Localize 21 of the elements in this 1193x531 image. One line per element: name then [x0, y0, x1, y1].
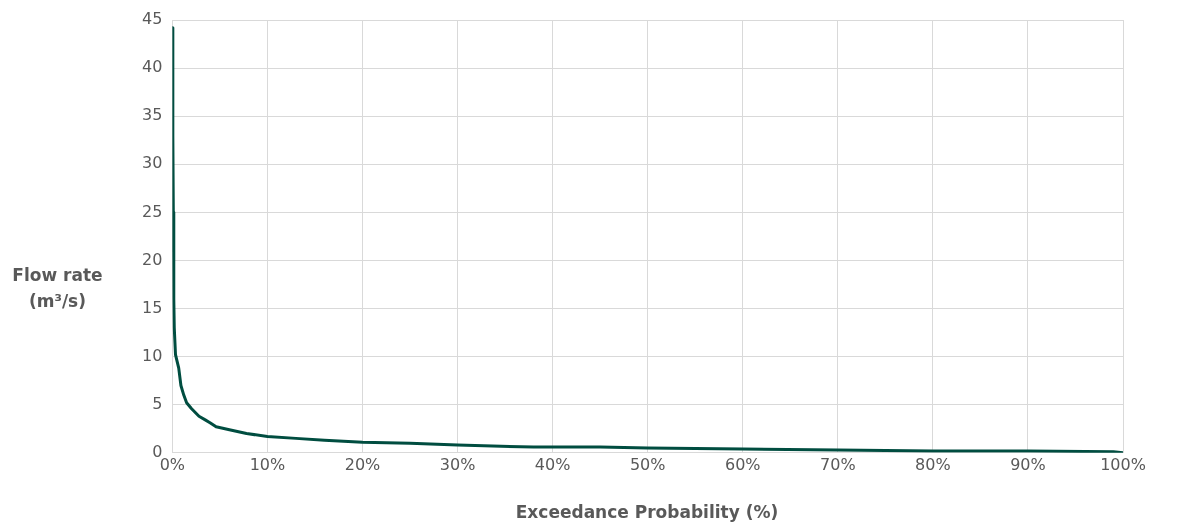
y-axis-title: Flow rate (m³/s) — [11, 264, 104, 313]
x-tick-label: 10% — [249, 454, 286, 474]
x-axis-title: Exceedance Probability (%) — [514, 502, 780, 522]
x-tick-label: 80% — [915, 454, 951, 474]
x-tick-label: 90% — [1010, 454, 1046, 474]
y-tick-label: 20 — [142, 249, 163, 269]
x-tick-label: 50% — [629, 454, 666, 474]
x-tick-label: 60% — [724, 454, 761, 474]
y-tick-label: 10 — [142, 345, 163, 365]
y-tick-label: 45 — [142, 9, 163, 29]
y-tick-label: 30 — [142, 153, 163, 173]
x-tick-label: 30% — [439, 454, 476, 474]
x-tick-label: 70% — [820, 454, 856, 474]
x-tick-label: 40% — [534, 454, 571, 474]
y-tick-label: 5 — [152, 393, 163, 413]
x-tick-label: 20% — [344, 454, 381, 474]
y-tick-label: 15 — [142, 297, 163, 317]
y-tick-label: 35 — [142, 105, 163, 125]
y-tick-label: 25 — [142, 201, 163, 221]
x-tick-label: 100% — [1100, 454, 1146, 474]
y-tick-label: 40 — [142, 57, 163, 77]
